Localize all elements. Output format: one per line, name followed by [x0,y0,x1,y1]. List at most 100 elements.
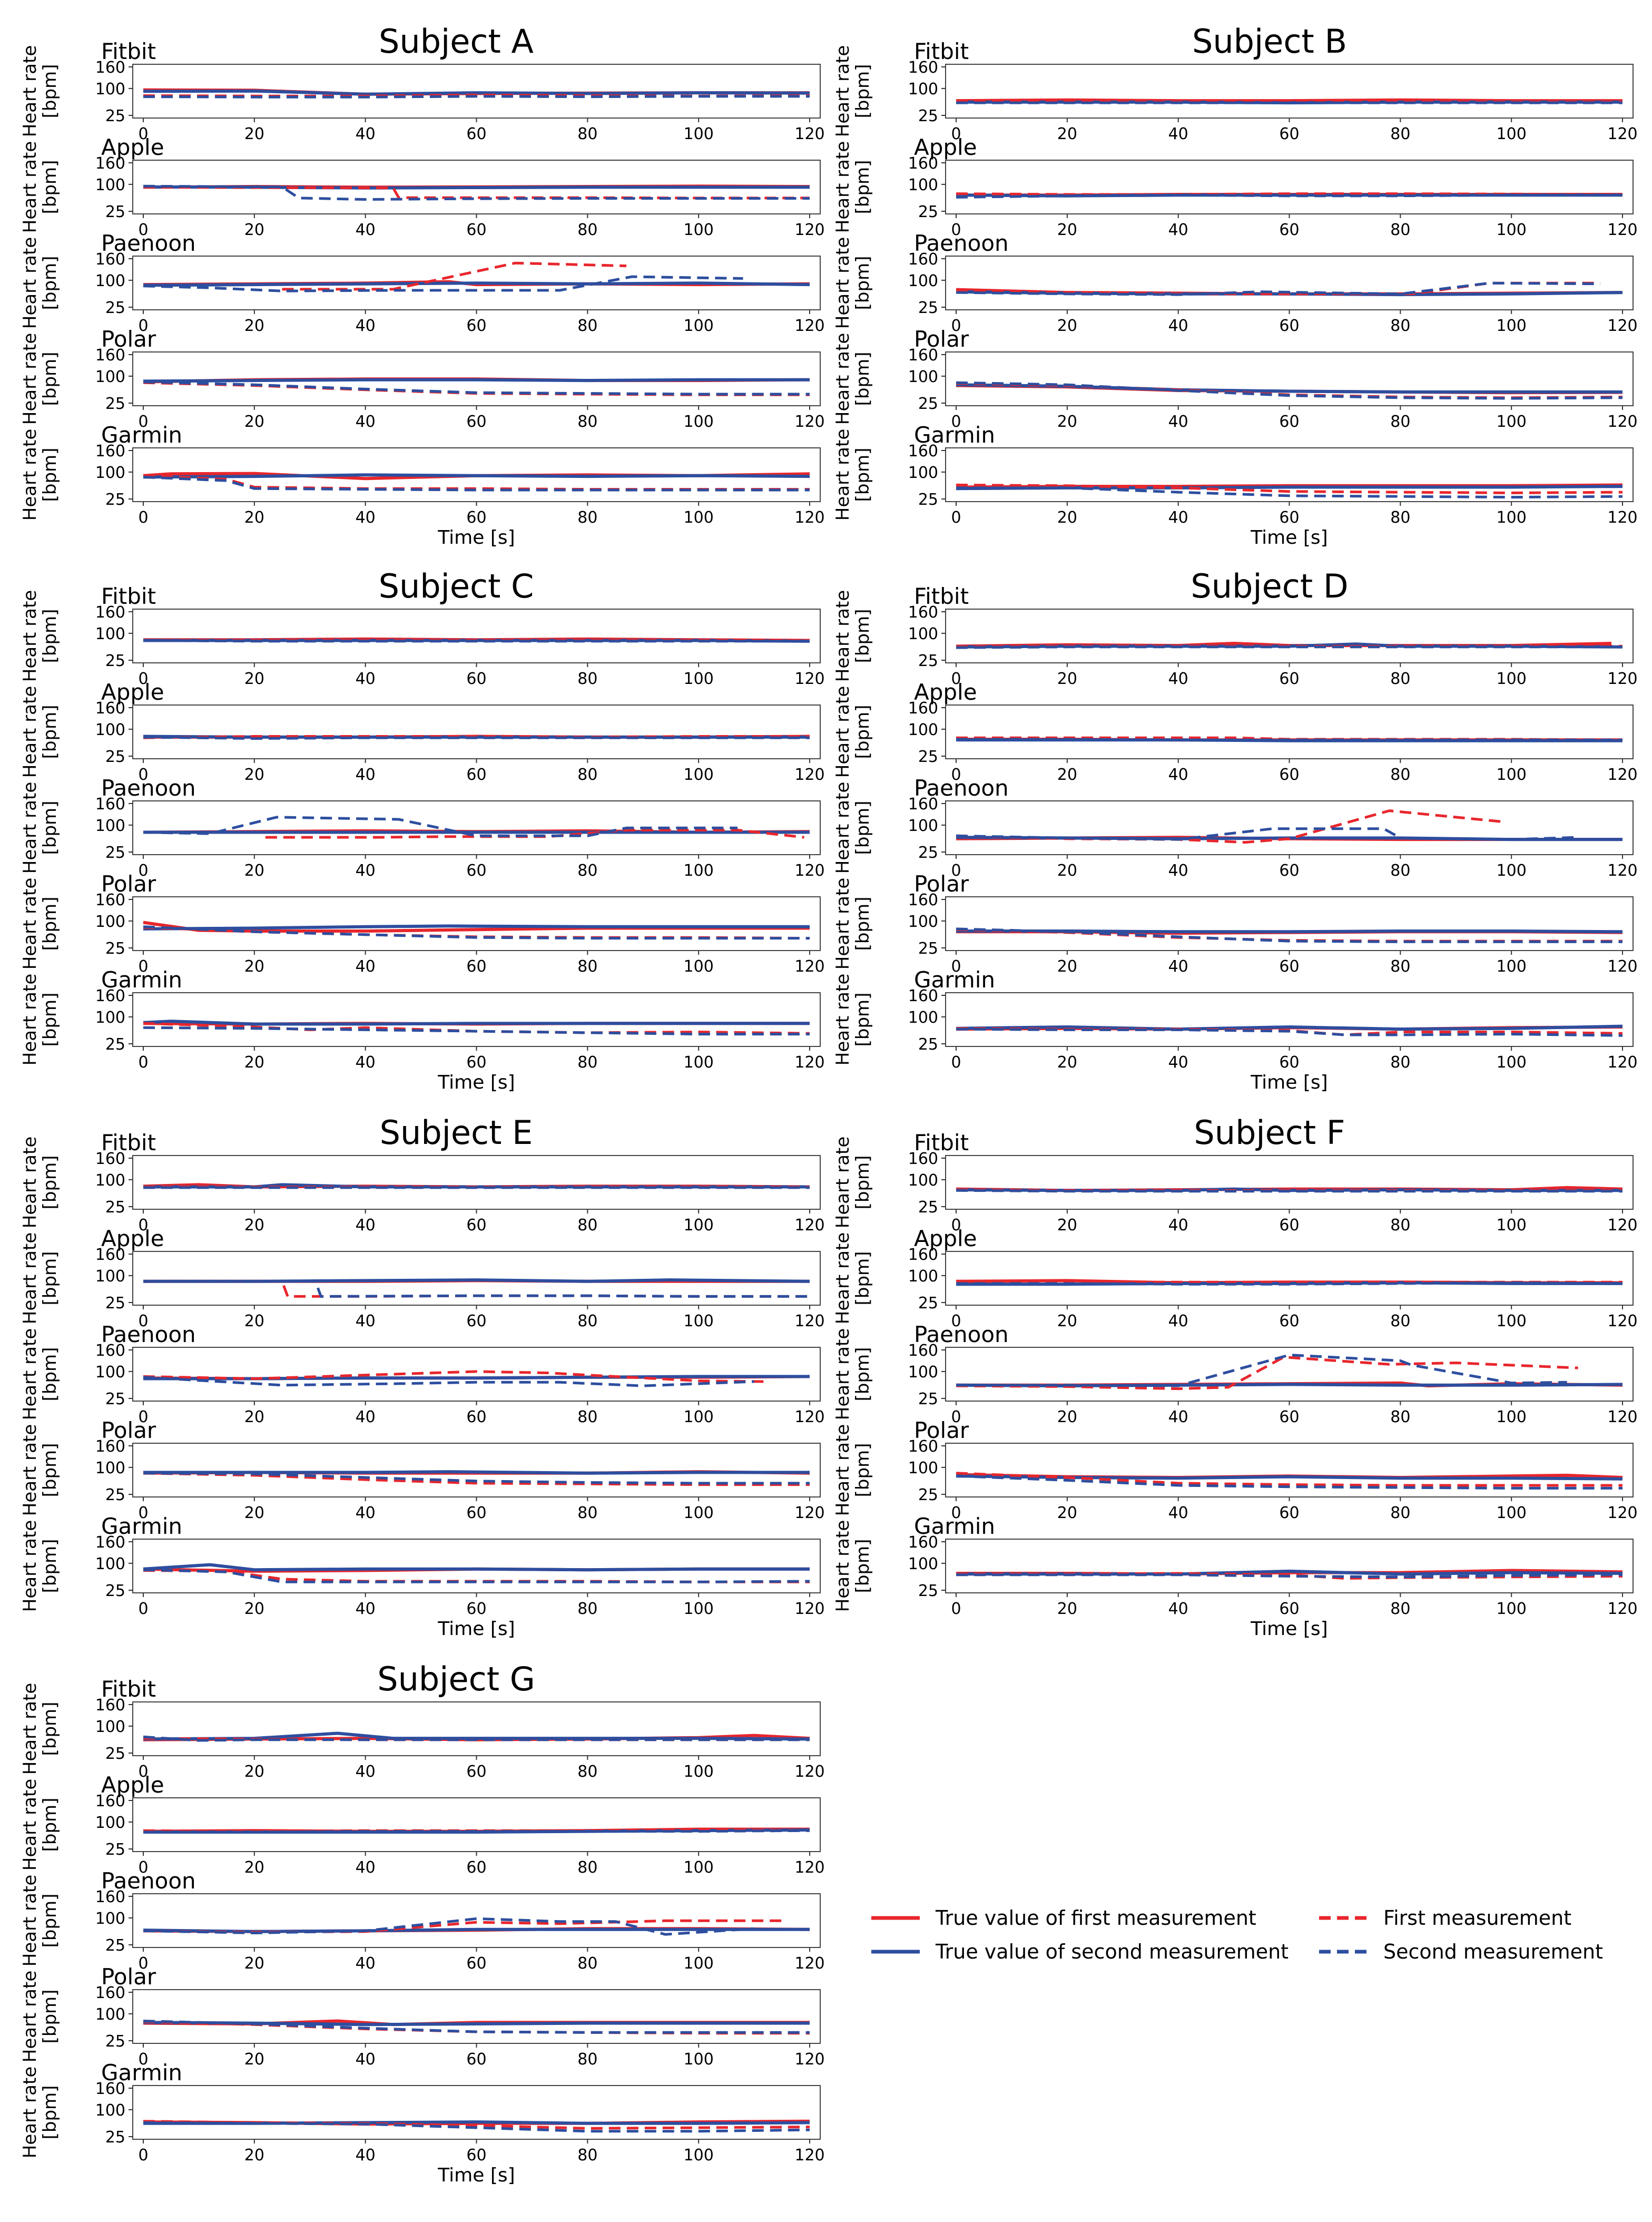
plot-frame [945,704,1634,759]
y-tick-label: 100 [908,913,938,931]
y-tick-label: 100 [908,721,938,739]
x-tick-label: 20 [244,2146,264,2165]
series-true-second [143,924,810,931]
x-tick-label: 0 [138,125,148,143]
y-tick-label: 100 [908,1171,938,1190]
y-axis-label-line: [bpm] [40,1156,61,1210]
panel-fitbit: Fitbit Heart rate[bpm] 25 100 160 0 20 40 60 80 10… [19,1676,825,1781]
series-second [143,1917,754,1936]
plot-frame [132,1797,821,1852]
x-tick-label: 80 [577,862,597,880]
x-tick-label: 0 [951,957,961,976]
series-first [143,1472,810,1486]
y-axis-label: Heart rate[bpm] [19,141,61,233]
x-tick-label: 0 [138,2050,148,2069]
y-tick-label: 100 [908,1363,938,1382]
x-tick-label: 0 [951,766,961,784]
y-tick-label: 25 [918,107,938,125]
x-tick-label: 0 [138,1053,148,1072]
y-tick-label: 100 [95,817,125,835]
y-tick-label: 100 [908,272,938,290]
device-label: Polar [101,871,156,897]
x-tick-label: 100 [684,1053,714,1072]
legend-item-true-first: True value of first measurement [869,1906,1256,1930]
x-tick-label: 100 [1497,957,1527,976]
x-tick-label: 40 [356,670,376,688]
legend-label-true-second: True value of second measurement [936,1940,1289,1963]
y-tick-label: 25 [918,203,938,221]
x-tick-label: 0 [138,413,148,431]
x-tick-label: 100 [1497,1216,1527,1235]
panel-paenoon: Paenoon Heart rate[bpm] 25 100 160 0 20 40 60 80 1… [832,230,1638,335]
panel-garmin: Garmin Heart rate[bpm] 25 100 160 0 20 40 60 80 10… [19,422,825,527]
device-label: Garmin [101,2060,182,2086]
x-tick-label: 60 [1279,317,1299,335]
x-tick-label: 80 [577,1504,597,1522]
y-tick-label: 25 [105,1390,125,1408]
x-tick-label: 60 [1279,1408,1299,1426]
x-tick-label: 60 [1279,1504,1299,1522]
series-second [143,95,810,99]
y-tick-label: 100 [95,464,125,482]
x-tick-label: 80 [577,1858,597,1877]
x-tick-label: 100 [1497,670,1527,688]
x-tick-label: 40 [356,1858,376,1877]
y-tick-label: 160 [95,1342,125,1360]
x-tick-label: 80 [577,125,597,143]
y-axis-label: Heart rate[bpm] [19,237,61,329]
y-tick-label: 25 [105,652,125,670]
panel-paenoon: Paenoon Heart rate[bpm] 25 100 160 0 20 40 60 80 1… [832,1322,1638,1426]
y-axis-label-line: [bpm] [852,1539,873,1593]
y-tick-label: 160 [95,1984,125,2002]
device-label: Paenoon [101,1868,196,1894]
y-tick-label: 160 [95,1150,125,1168]
device-label: Apple [101,134,164,160]
x-tick-label: 20 [1057,670,1077,688]
legend-label-first: First measurement [1383,1906,1572,1930]
y-axis-label-line: [bpm] [852,801,873,855]
x-tick-label: 0 [138,1763,148,1781]
y-axis-label: Heart rate[bpm] [19,1328,61,1421]
y-axis-label-line: [bpm] [40,609,61,663]
x-tick-label: 40 [1168,1053,1188,1072]
panel-fitbit: Fitbit Heart rate[bpm] 25 100 160 0 20 40 60 80 10… [832,583,1638,688]
y-tick-label: 160 [908,795,938,814]
x-tick-label: 120 [794,862,824,880]
x-tick-label: 80 [1390,221,1410,239]
x-tick-label: 60 [466,766,486,784]
series-true-second [143,1470,810,1475]
series-second [956,738,1622,741]
x-axis-label: Time [s] [1250,1072,1328,1093]
panel-polar: Polar Heart rate[bpm] 25 100 160 0 20 40 60 80 100… [832,326,1638,431]
device-label: Garmin [101,967,182,993]
x-tick-label: 120 [794,317,824,335]
x-tick-label: 100 [684,1504,714,1522]
x-tick-label: 60 [1279,1312,1299,1330]
x-tick-label: 80 [1390,1053,1410,1072]
device-label: Garmin [101,1513,182,1539]
x-tick-label: 80 [577,957,597,976]
y-axis-label: Heart rate[bpm] [19,686,61,778]
x-tick-label: 80 [577,1053,597,1072]
y-tick-label: 160 [908,603,938,622]
x-tick-label: 60 [466,1858,486,1877]
x-tick-label: 120 [1607,1053,1637,1072]
x-tick-label: 20 [244,1858,264,1877]
y-tick-label: 100 [95,2101,125,2120]
x-tick-label: 20 [244,2050,264,2069]
x-tick-label: 100 [1497,1312,1527,1330]
y-axis-label: Heart rate[bpm] [19,333,61,425]
y-axis-label-line: Heart rate [832,1424,853,1516]
x-tick-label: 80 [577,766,597,784]
plot-frame [945,1539,1634,1593]
device-label: Garmin [914,967,995,993]
x-tick-label: 80 [1390,1408,1410,1426]
x-tick-label: 100 [1497,413,1527,431]
y-tick-label: 160 [95,58,125,77]
x-tick-label: 0 [951,1504,961,1522]
series-first [143,1370,765,1383]
y-tick-label: 160 [95,442,125,461]
panel-paenoon: Paenoon Heart rate[bpm] 25 100 160 0 20 40 60 80 1… [19,775,825,880]
